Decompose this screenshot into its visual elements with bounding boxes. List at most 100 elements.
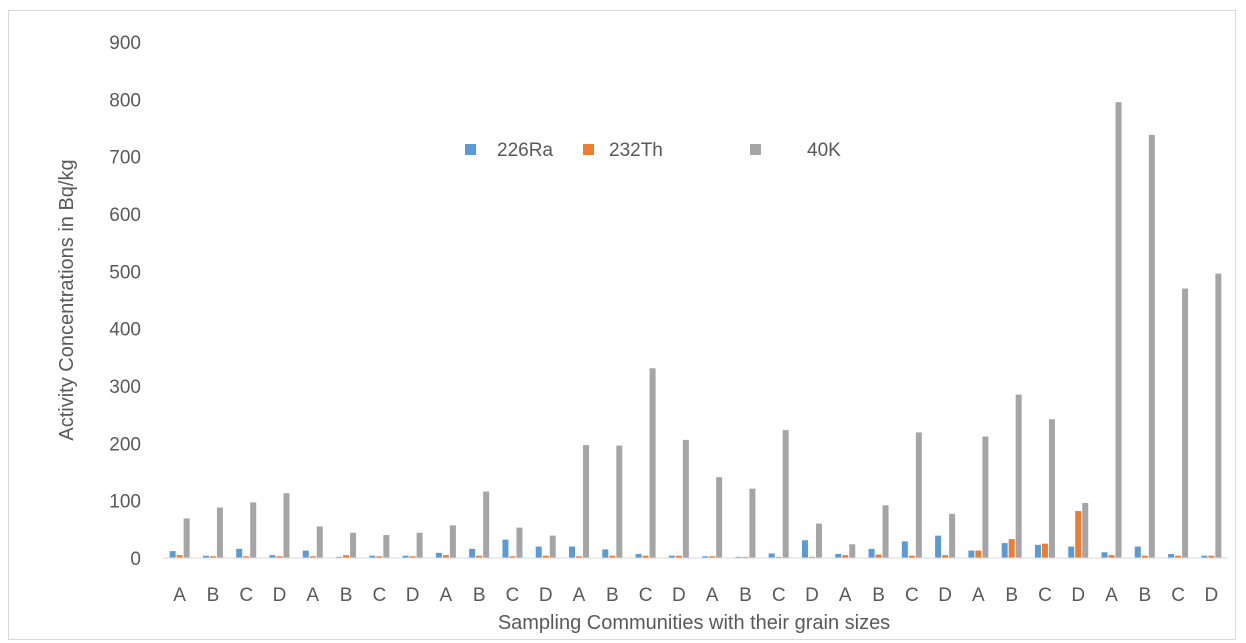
- bar-226ra: [901, 541, 908, 558]
- x-tick-label: C: [905, 585, 919, 606]
- x-tick-label: B: [1138, 585, 1151, 606]
- bar-226ra: [1101, 552, 1108, 558]
- bar-232th: [542, 555, 549, 558]
- y-tick-label: 700: [109, 148, 141, 169]
- bar-226ra: [369, 555, 376, 558]
- bar-226ra: [635, 553, 642, 558]
- x-tick-label: A: [173, 585, 186, 606]
- bar-40k: [250, 502, 257, 558]
- bar-232th: [908, 555, 915, 558]
- x-tick-label: C: [506, 585, 520, 606]
- bar-232th: [975, 550, 982, 558]
- x-tick-label: A: [706, 585, 719, 606]
- bar-40k: [316, 526, 323, 558]
- bar-226ra: [935, 535, 942, 558]
- bar-226ra: [202, 555, 209, 558]
- bar-232th: [442, 555, 449, 558]
- bar-226ra: [435, 552, 442, 558]
- bar-40k: [915, 432, 922, 558]
- x-tick-label: A: [306, 585, 319, 606]
- y-tick-label: 400: [109, 320, 141, 341]
- x-axis-title: Sampling Communities with their grain si…: [498, 612, 890, 634]
- bar-232th: [709, 556, 716, 558]
- legend-label-226ra: 226Ra: [497, 140, 553, 161]
- bar-232th: [1041, 543, 1048, 558]
- bar-232th: [409, 556, 416, 558]
- bar-40k: [583, 445, 590, 558]
- x-tick-label: C: [372, 585, 386, 606]
- bar-226ra: [1201, 555, 1208, 558]
- bar-226ra: [668, 555, 675, 558]
- y-tick-label: 900: [109, 33, 141, 54]
- x-tick-label: B: [872, 585, 885, 606]
- x-tick-label: D: [273, 585, 287, 606]
- bar-232th: [609, 555, 616, 558]
- bar-232th: [642, 555, 649, 558]
- bar-226ra: [735, 556, 742, 558]
- bar-40k: [1148, 134, 1155, 558]
- y-tick-label: 100: [109, 492, 141, 513]
- legend-swatch-232th: [583, 144, 594, 155]
- bar-226ra: [835, 553, 842, 558]
- bar-226ra: [1134, 546, 1141, 558]
- bar-232th: [1008, 539, 1015, 558]
- bar-232th: [509, 556, 516, 558]
- y-tick-label: 500: [109, 262, 141, 283]
- bar-232th: [276, 556, 283, 558]
- bar-40k: [849, 544, 856, 558]
- bar-40k: [383, 535, 390, 558]
- x-tick-label: B: [606, 585, 619, 606]
- chart-frame: [8, 10, 1236, 640]
- bar-232th: [808, 556, 815, 558]
- x-tick-label: B: [340, 585, 353, 606]
- x-tick-label: A: [972, 585, 985, 606]
- bar-226ra: [1001, 543, 1008, 558]
- y-axis-ticks: 0 100 200 300 400 500 600 700 800 900: [109, 33, 141, 570]
- bar-232th: [576, 556, 583, 558]
- bar-40k: [616, 445, 623, 558]
- bar-226ra: [302, 550, 309, 558]
- bar-40k: [416, 532, 423, 558]
- x-tick-label: B: [739, 585, 752, 606]
- bar-226ra: [868, 548, 875, 558]
- bar-232th: [942, 555, 949, 558]
- bar-232th: [476, 555, 483, 558]
- x-tick-label: C: [239, 585, 253, 606]
- x-tick-label: D: [406, 585, 420, 606]
- legend-label-232th: 232Th: [609, 140, 663, 161]
- bar-226ra: [569, 546, 576, 558]
- x-tick-label: A: [440, 585, 453, 606]
- bar-232th: [1141, 555, 1148, 558]
- bar-232th: [1108, 555, 1115, 558]
- bar-226ra: [502, 539, 509, 558]
- bar-226ra: [402, 555, 409, 558]
- bar-40k: [549, 535, 556, 558]
- bar-226ra: [336, 556, 343, 558]
- bar-232th: [875, 554, 882, 558]
- x-tick-label: A: [839, 585, 852, 606]
- bar-40k: [716, 477, 723, 558]
- legend-swatch-40k: [750, 144, 761, 155]
- bar-232th: [343, 555, 350, 558]
- bar-40k: [1115, 102, 1122, 558]
- x-tick-label: B: [207, 585, 220, 606]
- bar-226ra: [269, 555, 276, 558]
- bar-226ra: [236, 548, 243, 558]
- x-tick-label: D: [672, 585, 686, 606]
- bar-232th: [1175, 555, 1182, 558]
- x-tick-label: D: [938, 585, 952, 606]
- bar-232th: [209, 556, 216, 558]
- x-tick-label: B: [1005, 585, 1018, 606]
- bar-40k: [283, 493, 290, 558]
- bar-40k: [1182, 288, 1189, 558]
- bar-232th: [1075, 510, 1082, 558]
- legend-label-40k: 40K: [807, 140, 841, 161]
- x-tick-label: C: [1171, 585, 1185, 606]
- bar-40k: [483, 491, 490, 558]
- bar-40k: [815, 523, 822, 558]
- bar-40k: [350, 532, 357, 558]
- bar-232th: [376, 556, 383, 558]
- bar-40k: [649, 368, 656, 558]
- bar-40k: [1015, 394, 1022, 558]
